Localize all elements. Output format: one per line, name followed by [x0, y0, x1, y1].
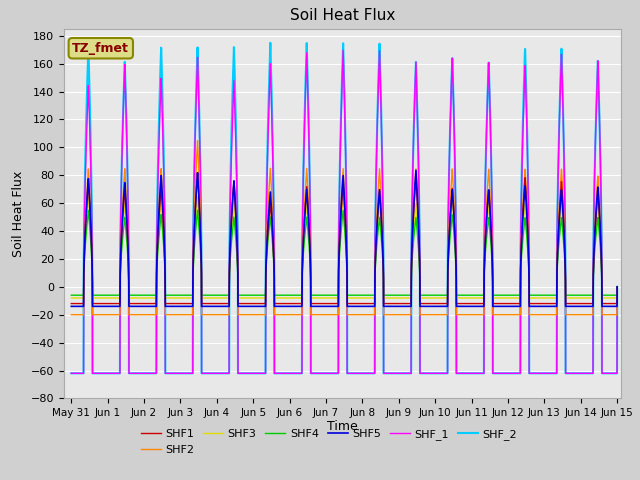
SHF5 [67, 303, 75, 309]
Line: SHF_1: SHF_1 [71, 50, 617, 373]
SHF2 [67, 312, 75, 318]
Legend: SHF1, SHF2, SHF3, SHF4, SHF5, SHF_1, SHF_2: SHF1, SHF2, SHF3, SHF4, SHF5, SHF_1, SHF… [136, 425, 521, 459]
SHF5 [436, 303, 444, 309]
SHF_2 [613, 284, 621, 290]
SHF_1 [613, 284, 621, 290]
SHF_1 [612, 371, 620, 376]
SHF1 [194, 170, 202, 176]
SHF_1 [498, 371, 506, 376]
SHF5 [166, 303, 173, 309]
X-axis label: Time: Time [327, 420, 358, 432]
SHF5 [498, 303, 506, 309]
SHF3 [612, 295, 620, 301]
SHF3 [324, 295, 332, 301]
SHF1 [67, 300, 75, 306]
SHF_2 [266, 40, 274, 46]
SHF5 [613, 284, 621, 290]
SHF2 [498, 312, 506, 318]
SHF4 [194, 207, 202, 213]
SHF5 [324, 303, 332, 309]
SHF1 [166, 300, 173, 306]
SHF2 [467, 312, 474, 318]
SHF2 [324, 312, 332, 318]
SHF_1 [166, 371, 173, 376]
Line: SHF3: SHF3 [71, 196, 617, 298]
SHF3 [194, 193, 202, 199]
SHF_2 [166, 371, 173, 376]
SHF2 [436, 312, 444, 318]
SHF_2 [498, 371, 506, 376]
Title: Soil Heat Flux: Soil Heat Flux [290, 9, 395, 24]
SHF3 [436, 295, 444, 301]
SHF2 [613, 284, 621, 290]
SHF4 [436, 292, 444, 298]
SHF_2 [467, 371, 474, 376]
Line: SHF4: SHF4 [71, 210, 617, 295]
SHF4 [613, 284, 621, 290]
SHF5 [467, 303, 474, 309]
SHF3 [166, 295, 173, 301]
SHF_2 [67, 371, 75, 376]
SHF5 [412, 168, 420, 173]
SHF2 [166, 312, 173, 318]
SHF4 [67, 292, 75, 298]
SHF3 [613, 284, 621, 290]
SHF4 [467, 292, 474, 298]
Line: SHF1: SHF1 [71, 173, 617, 303]
SHF3 [498, 295, 506, 301]
SHF1 [467, 300, 474, 306]
SHF1 [436, 300, 444, 306]
SHF3 [67, 295, 75, 301]
Line: SHF_2: SHF_2 [71, 43, 617, 373]
SHF_2 [436, 371, 444, 376]
SHF3 [467, 295, 474, 301]
SHF_1 [339, 48, 347, 53]
SHF1 [498, 300, 506, 306]
SHF_1 [467, 371, 474, 376]
SHF_1 [436, 371, 444, 376]
Line: SHF2: SHF2 [71, 141, 617, 315]
SHF1 [324, 300, 332, 306]
SHF2 [194, 138, 202, 144]
SHF_1 [67, 371, 75, 376]
SHF1 [613, 284, 621, 290]
Line: SHF5: SHF5 [71, 170, 617, 306]
SHF4 [498, 292, 506, 298]
SHF1 [612, 300, 620, 306]
SHF_2 [324, 371, 332, 376]
SHF4 [324, 292, 332, 298]
SHF_1 [324, 371, 332, 376]
SHF4 [612, 292, 620, 298]
SHF5 [612, 303, 620, 309]
Text: TZ_fmet: TZ_fmet [72, 42, 129, 55]
Y-axis label: Soil Heat Flux: Soil Heat Flux [12, 170, 25, 257]
SHF2 [612, 312, 620, 318]
SHF4 [166, 292, 173, 298]
SHF_2 [612, 371, 620, 376]
